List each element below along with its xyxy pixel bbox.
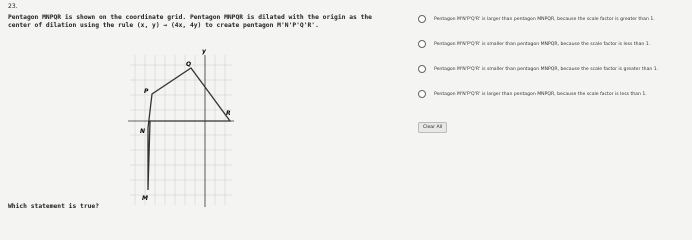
point-label: P bbox=[144, 88, 149, 95]
radio[interactable] bbox=[418, 15, 426, 23]
option-text: Pentagon M'N'P'Q'R' is smaller than pent… bbox=[434, 66, 659, 72]
option[interactable]: Pentagon M'N'P'Q'R' is smaller than pent… bbox=[418, 64, 690, 74]
options: Pentagon M'N'P'Q'R' is larger than penta… bbox=[418, 14, 690, 114]
axis-label: y bbox=[202, 48, 207, 55]
point-label: N bbox=[140, 128, 145, 135]
option-text: Pentagon M'N'P'Q'R' is larger than penta… bbox=[434, 91, 647, 97]
question-number: 23. bbox=[8, 3, 18, 10]
radio[interactable] bbox=[418, 65, 426, 73]
page: 23. Pentagon MNPQR is shown on the coord… bbox=[8, 3, 690, 210]
question-text: Pentagon MNPQR is shown on the coordinat… bbox=[8, 14, 372, 29]
option-text: Pentagon M'N'P'Q'R' is smaller than pent… bbox=[434, 41, 651, 47]
clear-button[interactable]: Clear All bbox=[418, 122, 448, 133]
option[interactable]: Pentagon M'N'P'Q'R' is smaller than pent… bbox=[418, 39, 690, 49]
option[interactable]: Pentagon M'N'P'Q'R' is larger than penta… bbox=[418, 89, 690, 99]
option[interactable]: Pentagon M'N'P'Q'R' is larger than penta… bbox=[418, 14, 690, 24]
point-label: Q bbox=[186, 61, 191, 68]
question-prompt: Which statement is true? bbox=[8, 203, 99, 210]
point-label: R bbox=[226, 110, 231, 117]
graph: y Q P R N M bbox=[128, 48, 234, 207]
grid bbox=[130, 55, 232, 205]
pentagon bbox=[147, 67, 232, 191]
option-text: Pentagon M'N'P'Q'R' is larger than penta… bbox=[434, 16, 655, 22]
radio[interactable] bbox=[418, 90, 426, 98]
radio[interactable] bbox=[418, 40, 426, 48]
point-label: M bbox=[142, 195, 148, 202]
